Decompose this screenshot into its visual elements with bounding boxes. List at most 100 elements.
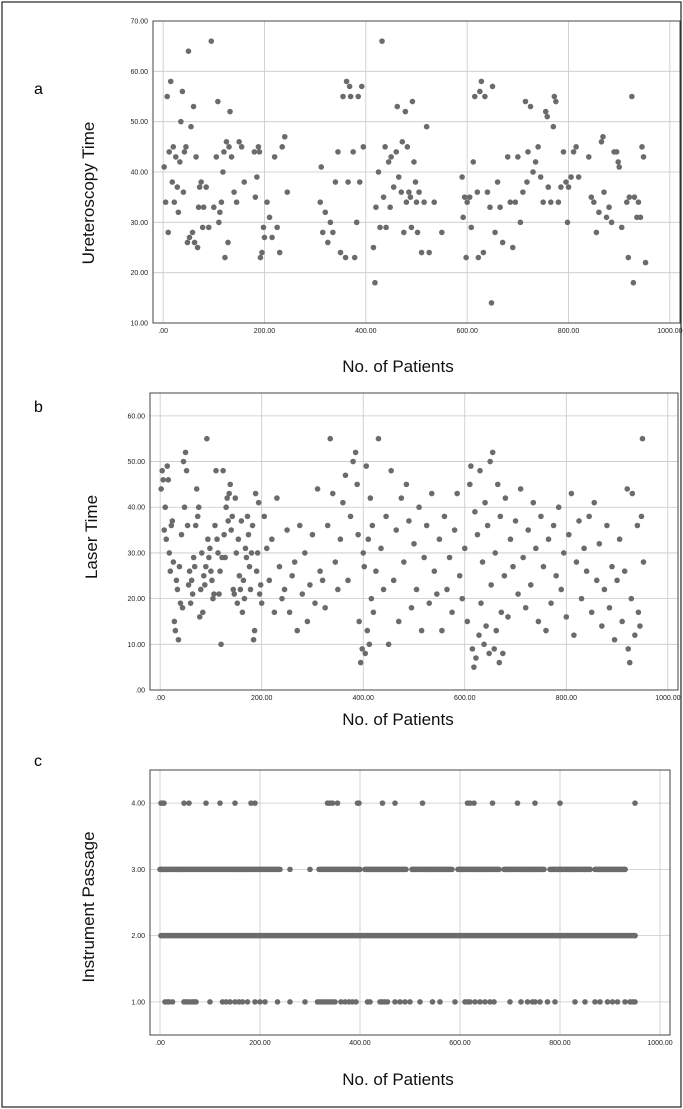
data-point xyxy=(337,249,344,256)
data-point xyxy=(373,568,379,574)
data-point xyxy=(353,219,360,226)
data-point xyxy=(380,586,387,593)
data-point xyxy=(632,800,638,806)
data-point xyxy=(253,568,260,574)
data-point xyxy=(509,244,516,251)
y-tick-label: 10.00 xyxy=(130,321,148,328)
scatter-panel-c: c Instrument Passage No. of Patients .00… xyxy=(34,753,673,1089)
data-point xyxy=(441,513,448,520)
data-point xyxy=(384,999,391,1005)
data-point xyxy=(345,577,351,584)
data-point xyxy=(558,184,564,190)
data-point xyxy=(406,189,412,195)
data-point xyxy=(228,527,235,533)
y-tick-label: .00 xyxy=(135,688,145,695)
data-point xyxy=(601,189,607,195)
data-point xyxy=(517,219,524,226)
data-point xyxy=(592,999,598,1005)
data-point xyxy=(482,999,488,1005)
data-point xyxy=(241,179,248,185)
data-point xyxy=(226,144,232,150)
data-point xyxy=(212,522,218,529)
data-point xyxy=(307,866,313,873)
data-point xyxy=(564,219,571,226)
data-point xyxy=(287,999,293,1005)
data-point xyxy=(560,149,567,155)
data-point xyxy=(237,586,244,593)
data-point xyxy=(225,518,231,524)
data-point xyxy=(553,98,559,105)
data-point xyxy=(525,527,532,533)
data-point xyxy=(175,636,182,643)
data-point xyxy=(214,536,220,543)
data-point xyxy=(204,435,210,442)
data-point xyxy=(276,563,283,570)
data-point xyxy=(274,495,280,501)
data-point xyxy=(245,531,252,538)
data-point xyxy=(385,159,392,165)
data-point xyxy=(635,199,642,205)
data-point xyxy=(471,93,478,100)
data-point xyxy=(281,133,288,140)
data-point xyxy=(487,204,493,211)
x-tick-label: 800.00 xyxy=(558,328,580,335)
x-tick-label: 600.00 xyxy=(449,1040,471,1047)
data-point xyxy=(191,239,198,246)
data-point xyxy=(611,636,618,643)
data-point xyxy=(199,224,206,231)
data-point xyxy=(242,545,249,552)
data-point xyxy=(167,78,174,85)
data-point xyxy=(560,550,567,556)
data-point xyxy=(240,577,247,584)
data-point xyxy=(527,103,534,110)
data-point xyxy=(520,554,526,561)
data-point xyxy=(478,78,485,85)
data-point xyxy=(498,609,505,616)
x-tick-label: .00 xyxy=(155,1040,165,1047)
data-point xyxy=(182,449,189,456)
data-point xyxy=(411,540,417,547)
data-point xyxy=(394,103,401,110)
data-point xyxy=(294,627,301,634)
data-point xyxy=(317,199,324,205)
data-point xyxy=(471,800,477,806)
data-point xyxy=(352,449,359,456)
data-point xyxy=(202,582,208,588)
data-point xyxy=(232,999,238,1005)
data-point xyxy=(558,586,565,593)
data-point xyxy=(324,522,331,529)
data-point xyxy=(252,490,259,497)
data-point xyxy=(419,800,426,806)
data-point xyxy=(162,199,169,205)
data-point xyxy=(345,179,351,185)
data-point xyxy=(488,300,495,306)
data-point xyxy=(606,204,612,211)
data-point xyxy=(601,586,608,593)
data-point xyxy=(216,591,222,597)
data-point xyxy=(502,495,509,501)
data-point xyxy=(412,179,419,185)
data-point xyxy=(213,467,219,474)
data-point xyxy=(616,164,622,170)
data-point xyxy=(372,279,378,286)
data-point xyxy=(467,999,473,1005)
data-point xyxy=(416,189,422,195)
data-point xyxy=(493,627,500,634)
data-point xyxy=(161,164,167,170)
data-point xyxy=(238,518,245,524)
data-point xyxy=(505,614,511,620)
data-point xyxy=(408,224,415,231)
data-point xyxy=(622,999,628,1005)
data-point xyxy=(378,545,384,552)
data-point xyxy=(413,199,420,205)
data-point xyxy=(158,486,164,492)
data-point xyxy=(524,179,530,185)
data-point xyxy=(338,999,344,1005)
data-point xyxy=(357,659,364,666)
data-point xyxy=(186,568,193,574)
data-point xyxy=(593,577,600,584)
data-point xyxy=(568,174,574,180)
data-point xyxy=(630,279,637,286)
data-point xyxy=(550,123,557,130)
